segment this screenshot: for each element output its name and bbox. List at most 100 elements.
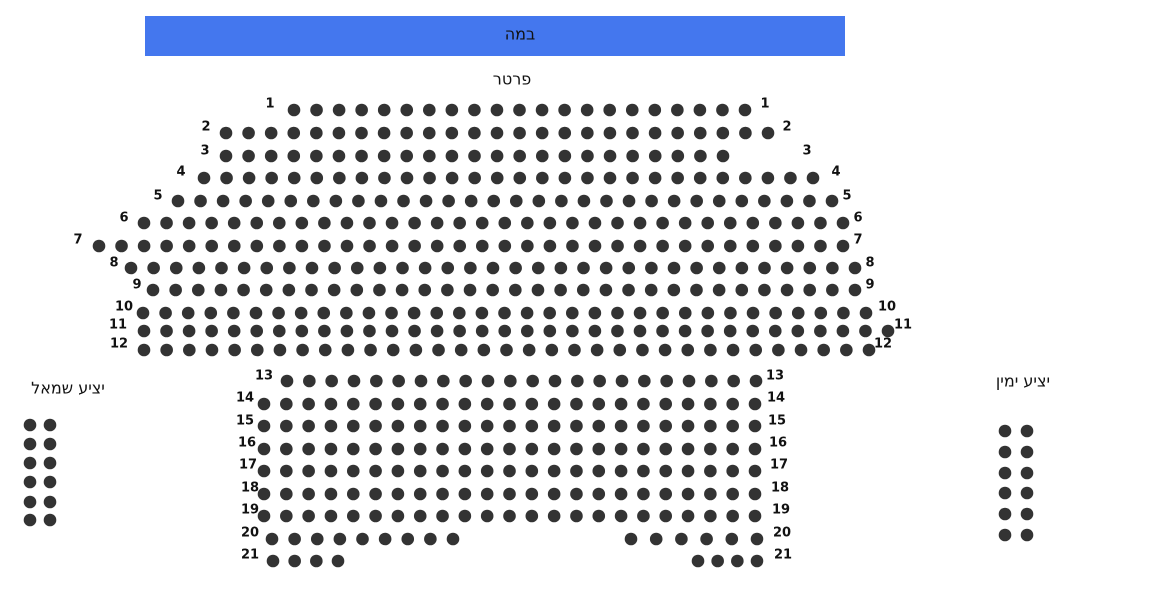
seat[interactable]	[521, 216, 534, 230]
seat[interactable]	[724, 306, 737, 320]
seat[interactable]	[424, 532, 437, 546]
seat[interactable]	[169, 283, 182, 297]
seat[interactable]	[659, 509, 673, 523]
seat[interactable]	[656, 239, 669, 253]
seat[interactable]	[649, 532, 663, 546]
seat[interactable]	[436, 419, 449, 433]
seat[interactable]	[705, 374, 718, 388]
seat[interactable]	[369, 442, 382, 456]
seat[interactable]	[526, 374, 539, 388]
seat[interactable]	[302, 464, 315, 478]
seat[interactable]	[468, 149, 481, 163]
seat[interactable]	[332, 149, 346, 163]
seat[interactable]	[498, 239, 512, 253]
seat[interactable]	[318, 324, 331, 338]
seat[interactable]	[23, 456, 37, 470]
seat[interactable]	[295, 239, 309, 253]
seat[interactable]	[374, 194, 388, 208]
seat[interactable]	[659, 464, 673, 478]
seat[interactable]	[237, 261, 251, 275]
seat[interactable]	[302, 442, 315, 456]
seat[interactable]	[137, 216, 151, 230]
seat[interactable]	[324, 509, 338, 523]
seat[interactable]	[442, 194, 455, 208]
seat[interactable]	[758, 194, 771, 208]
seat[interactable]	[570, 419, 583, 433]
seat[interactable]	[391, 419, 405, 433]
seat[interactable]	[614, 397, 628, 411]
seat[interactable]	[836, 324, 850, 338]
seat[interactable]	[458, 464, 472, 478]
seat[interactable]	[570, 464, 583, 478]
seat[interactable]	[363, 216, 376, 230]
seat[interactable]	[250, 343, 264, 357]
seat[interactable]	[758, 283, 771, 297]
seat[interactable]	[701, 324, 714, 338]
seat[interactable]	[453, 216, 466, 230]
seat[interactable]	[43, 513, 57, 527]
seat[interactable]	[536, 171, 549, 185]
seat[interactable]	[577, 194, 591, 208]
seat[interactable]	[227, 216, 241, 230]
seat[interactable]	[391, 442, 405, 456]
seat[interactable]	[592, 464, 606, 478]
seat[interactable]	[419, 194, 433, 208]
seat[interactable]	[23, 513, 37, 527]
seat[interactable]	[23, 475, 37, 489]
seat[interactable]	[603, 103, 616, 117]
seat[interactable]	[346, 464, 360, 478]
seat[interactable]	[272, 324, 286, 338]
seat[interactable]	[377, 126, 391, 140]
seat[interactable]	[667, 283, 681, 297]
seat[interactable]	[521, 239, 534, 253]
seat[interactable]	[547, 464, 561, 478]
seat[interactable]	[746, 324, 760, 338]
seat[interactable]	[305, 283, 318, 297]
seat[interactable]	[525, 509, 539, 523]
seat[interactable]	[998, 486, 1012, 500]
seat[interactable]	[700, 532, 713, 546]
seat[interactable]	[136, 306, 150, 320]
seat[interactable]	[490, 149, 504, 163]
seat[interactable]	[228, 343, 241, 357]
seat[interactable]	[633, 216, 647, 230]
seat[interactable]	[638, 374, 651, 388]
seat[interactable]	[418, 283, 432, 297]
seat[interactable]	[525, 442, 539, 456]
seat[interactable]	[160, 239, 173, 253]
seat[interactable]	[423, 171, 436, 185]
seat[interactable]	[750, 532, 764, 546]
seat[interactable]	[266, 554, 280, 568]
seat[interactable]	[704, 397, 717, 411]
seat[interactable]	[509, 261, 522, 275]
seat[interactable]	[681, 509, 695, 523]
seat[interactable]	[739, 171, 752, 185]
seat[interactable]	[272, 306, 285, 320]
seat[interactable]	[205, 216, 218, 230]
seat[interactable]	[377, 149, 391, 163]
seat[interactable]	[373, 283, 386, 297]
seat[interactable]	[227, 306, 240, 320]
seat[interactable]	[436, 442, 449, 456]
seat[interactable]	[280, 487, 293, 501]
seat[interactable]	[761, 171, 775, 185]
seat[interactable]	[346, 487, 360, 501]
seat[interactable]	[748, 509, 762, 523]
seat[interactable]	[678, 306, 692, 320]
seat[interactable]	[147, 261, 160, 275]
seat[interactable]	[288, 532, 301, 546]
seat[interactable]	[588, 216, 602, 230]
seat[interactable]	[558, 171, 572, 185]
seat[interactable]	[264, 149, 278, 163]
seat[interactable]	[137, 324, 151, 338]
seat[interactable]	[214, 283, 228, 297]
seat[interactable]	[1020, 466, 1034, 480]
seat[interactable]	[726, 343, 740, 357]
seat[interactable]	[571, 374, 584, 388]
seat[interactable]	[287, 126, 301, 140]
seat[interactable]	[726, 487, 739, 501]
seat[interactable]	[522, 343, 536, 357]
seat[interactable]	[637, 442, 650, 456]
seat[interactable]	[748, 464, 762, 478]
seat[interactable]	[626, 149, 639, 163]
